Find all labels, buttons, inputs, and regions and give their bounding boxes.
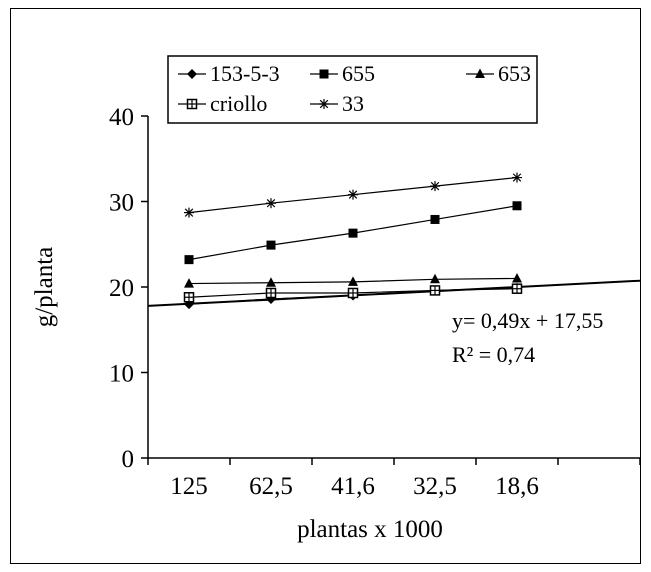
data-point-criollo — [429, 285, 441, 296]
legend-label: 153-5-3 — [210, 61, 280, 86]
legend-item-653: 653 — [466, 61, 531, 86]
square-marker-shape — [319, 69, 329, 79]
chart-frame — [10, 8, 641, 564]
square-marker-shape — [184, 255, 194, 265]
y-ticks: 0 10 20 30 40 — [109, 104, 148, 473]
legend-item-criollo: criollo — [178, 91, 267, 116]
asterisk-d2 — [319, 99, 329, 109]
x-tick-label: 18,6 — [495, 473, 539, 500]
x-tick-label: 62,5 — [249, 473, 293, 500]
data-point-33 — [266, 198, 276, 209]
legend-marker — [186, 98, 198, 110]
square-marker-shape — [348, 228, 358, 238]
x-tick-label: 41,6 — [331, 473, 375, 500]
triangle-marker-shape — [266, 277, 276, 287]
triangle-marker-shape — [430, 273, 440, 284]
data-point-653 — [266, 277, 276, 287]
legend: 153-5-3 655 653 criollo 33 — [167, 55, 538, 124]
x-axis-label: plantas x 1000 — [297, 516, 443, 543]
legend-box — [167, 55, 538, 124]
asterisk-d2 — [430, 181, 440, 191]
legend-marker — [319, 99, 329, 109]
legend-label: 653 — [498, 61, 531, 86]
triangle-marker-shape — [512, 272, 522, 283]
data-point-33 — [512, 172, 522, 183]
data-point-653 — [184, 278, 194, 288]
triangle-marker-shape — [348, 276, 358, 286]
y-tick-label: 30 — [109, 190, 134, 217]
data-point-655 — [266, 240, 276, 250]
y-tick-label: 0 — [122, 446, 135, 473]
data-point-33 — [430, 181, 440, 192]
data-point-655 — [430, 214, 440, 224]
data-point-33 — [348, 189, 358, 200]
trendline-equation: y= 0,49x + 17,55 — [452, 308, 603, 333]
legend-marker — [319, 69, 329, 79]
x-ticks: 125 62,5 41,6 32,5 18,6 — [147, 458, 641, 500]
legend-item-153-5-3: 153-5-3 — [178, 61, 280, 86]
axes — [147, 116, 640, 459]
y-tick-label: 20 — [109, 275, 134, 302]
y-tick-label: 40 — [109, 104, 134, 131]
triangle-marker-shape — [184, 278, 194, 288]
data-point-criollo — [347, 287, 359, 299]
data-point-655 — [184, 255, 194, 265]
data-point-criollo — [511, 283, 523, 294]
asterisk-d2 — [512, 173, 522, 182]
data-point-655 — [512, 201, 522, 211]
legend-label: 33 — [342, 91, 364, 116]
data-point-criollo — [265, 287, 277, 299]
x-tick-label: 125 — [170, 473, 208, 500]
y-tick-label: 10 — [109, 361, 134, 388]
legend-label: criollo — [210, 91, 267, 116]
data-point-653 — [430, 273, 440, 284]
r-squared: R² = 0,74 — [452, 342, 535, 367]
legend-marker — [187, 69, 197, 79]
data-point-33 — [184, 207, 194, 218]
legend-item-33: 33 — [310, 91, 364, 116]
asterisk-d2 — [266, 198, 276, 208]
legend-label: 655 — [342, 61, 375, 86]
diamond-marker-shape — [187, 69, 197, 79]
legend-item-655: 655 — [310, 61, 375, 86]
asterisk-d2 — [184, 208, 194, 217]
x-tick-label: 32,5 — [413, 473, 457, 500]
triangle-marker-shape — [475, 68, 485, 78]
data-point-653 — [512, 272, 522, 283]
data-point-criollo — [183, 292, 195, 303]
square-marker-shape — [266, 240, 276, 250]
data-point-655 — [348, 228, 358, 238]
series-group — [183, 172, 523, 310]
square-marker-shape — [430, 214, 440, 224]
asterisk-d2 — [348, 190, 358, 199]
y-axis-label: g/planta — [31, 247, 58, 328]
legend-marker — [475, 68, 485, 78]
square-marker-shape — [512, 201, 522, 211]
data-point-653 — [348, 276, 358, 286]
